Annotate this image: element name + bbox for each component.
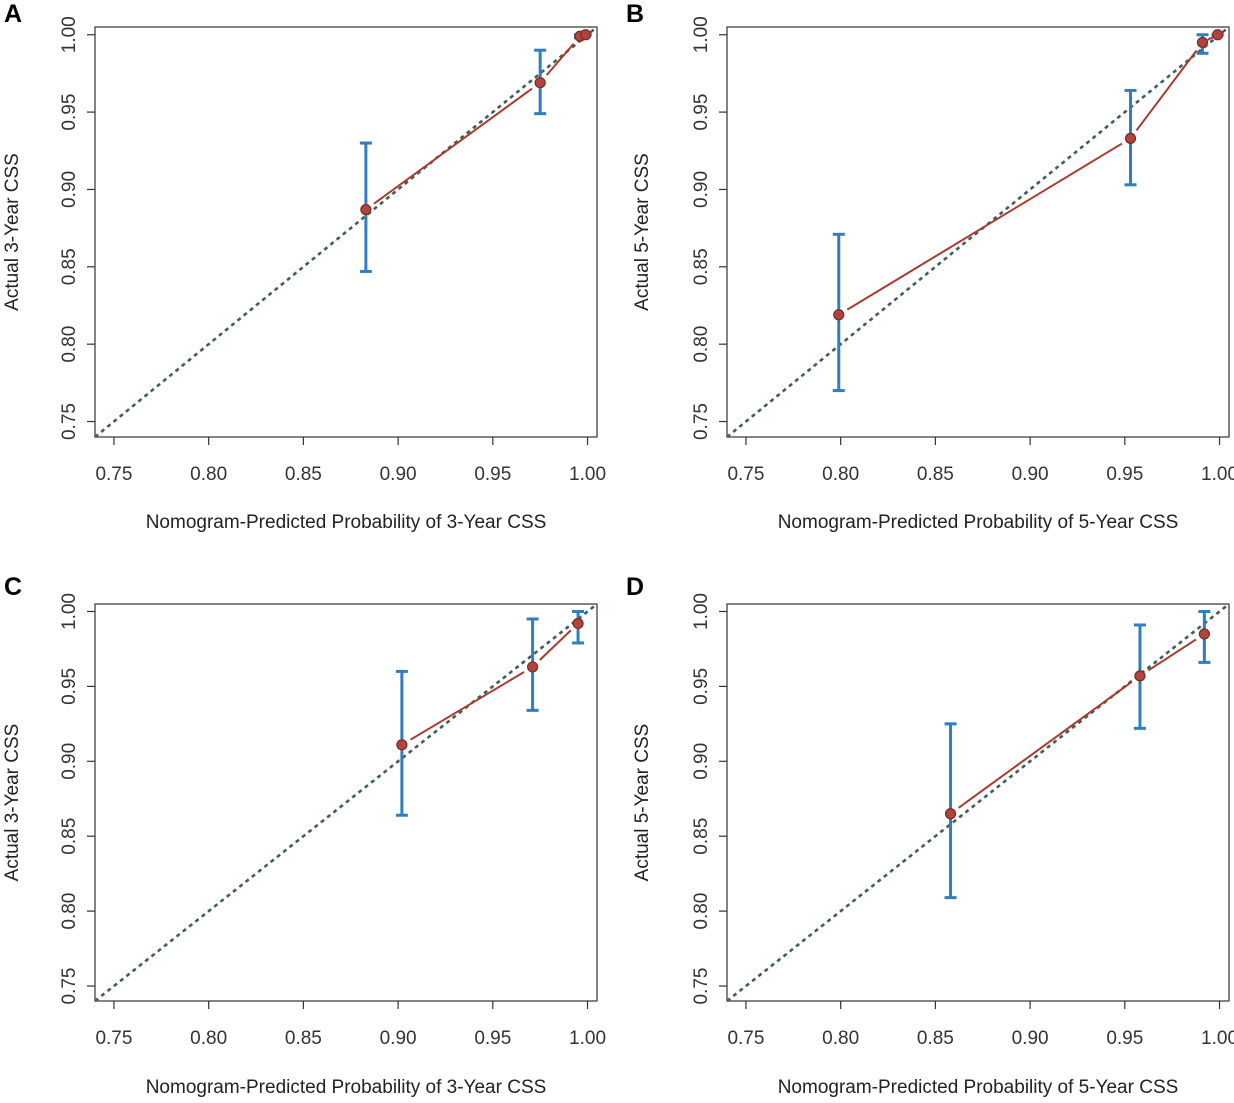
calibration-point [944, 808, 957, 820]
calibration-point [360, 203, 372, 216]
ideal-reference-line [726, 25, 1230, 439]
calibration-point [1198, 628, 1210, 640]
y-tick-label: 0.95 [59, 94, 80, 131]
calibration-line-segment [545, 43, 575, 76]
y-tick-label: 0.80 [691, 893, 712, 930]
y-tick-label: 0.85 [59, 248, 80, 285]
plot-frame [94, 26, 598, 438]
x-tick-label: 0.75 [95, 464, 132, 485]
calibration-line-segment [958, 680, 1133, 809]
y-tick-label: 0.85 [59, 818, 80, 855]
x-tick-label: 0.90 [380, 464, 417, 485]
x-axis-title: Nomogram-Predicted Probability of 5-Year… [778, 1077, 1179, 1098]
calibration-line-segment [409, 671, 525, 741]
x-tick-label: 0.95 [474, 1028, 511, 1049]
calibration-point [1134, 670, 1146, 682]
ideal-reference-line [94, 602, 598, 1003]
x-tick-label: 1.00 [1201, 464, 1234, 485]
y-axis-title: Actual 5-Year CSS [632, 724, 653, 882]
y-tick-label: 0.90 [59, 171, 80, 208]
calibration-point [1212, 29, 1224, 41]
y-tick-label: 0.75 [691, 403, 712, 440]
ideal-reference-line [726, 602, 1230, 1003]
x-tick-label: 1.00 [569, 1028, 606, 1049]
panel-d: D 0.75 0.80 0.85 0.90 0.95 1.00 0.75 0.80 0.85 0.9… [626, 573, 1234, 1098]
y-tick-label: 0.75 [59, 968, 80, 1005]
y-tick-label: 0.90 [691, 171, 712, 208]
calibration-point [396, 739, 408, 751]
y-tick-label: 0.95 [691, 668, 712, 705]
y-tick-label: 0.75 [59, 403, 80, 440]
y-axis-title: Actual 3-Year CSS [2, 724, 23, 882]
x-tick-label: 0.90 [1012, 1028, 1049, 1049]
x-tick-label: 0.95 [474, 464, 511, 485]
y-tick-label: 0.80 [59, 326, 80, 363]
x-tick-label: 0.80 [822, 464, 859, 485]
y-tick-label: 0.85 [691, 248, 712, 285]
calibration-line-segment [1135, 49, 1198, 131]
x-tick-label: 0.95 [1106, 1028, 1143, 1049]
calibration-line-segment [846, 142, 1123, 311]
calibration-point [526, 661, 539, 673]
panel-a: A 0.75 0.80 0.85 0.90 0.95 1.00 0.75 0.80 0.85 0.9… [2, 0, 606, 533]
y-tick-label: 0.80 [59, 893, 80, 930]
x-tick-label: 0.85 [917, 464, 954, 485]
y-tick-label: 1.00 [691, 16, 712, 53]
plot-frame [94, 603, 598, 1002]
panel-letter: B [626, 0, 644, 28]
panel-letter: A [4, 0, 22, 28]
panel-letter: C [4, 573, 22, 601]
calibration-point [572, 617, 584, 630]
x-tick-label: 0.95 [1106, 464, 1143, 485]
panel-letter: D [626, 573, 644, 601]
y-tick-label: 0.90 [691, 743, 712, 780]
y-tick-label: 0.95 [691, 94, 712, 131]
y-axis-title: Actual 5-Year CSS [632, 153, 653, 311]
y-tick-label: 1.00 [691, 593, 712, 630]
x-axis-title: Nomogram-Predicted Probability of 5-Year… [778, 512, 1179, 533]
x-tick-label: 0.85 [285, 464, 322, 485]
calibration-line-segment [1147, 638, 1197, 672]
y-tick-label: 0.90 [59, 743, 80, 780]
panel-b: B 0.75 0.80 0.85 0.90 0.95 1.00 0.75 0.80 0.85 0.9… [626, 0, 1234, 533]
x-tick-label: 0.75 [727, 464, 764, 485]
x-tick-label: 0.85 [917, 1028, 954, 1049]
x-tick-label: 1.00 [1201, 1028, 1234, 1049]
calibration-point [534, 77, 546, 89]
x-tick-label: 0.80 [190, 1028, 227, 1049]
y-tick-label: 1.00 [59, 593, 80, 630]
x-tick-label: 0.90 [380, 1028, 417, 1049]
x-tick-label: 0.75 [727, 1028, 764, 1049]
calibration-point [833, 309, 845, 321]
y-tick-label: 0.95 [59, 668, 80, 705]
calibration-point [1124, 132, 1137, 144]
panel-c: C 0.75 0.80 0.85 0.90 0.95 1.00 0.75 0.80 0.85 0.9… [2, 573, 606, 1098]
y-tick-label: 0.80 [691, 326, 712, 363]
x-axis-title: Nomogram-Predicted Probability of 3-Year… [146, 512, 547, 533]
calibration-point [1196, 36, 1209, 49]
y-tick-label: 0.85 [691, 818, 712, 855]
x-tick-label: 1.00 [569, 464, 606, 485]
plot-frame [726, 603, 1230, 1002]
y-tick-label: 1.00 [59, 16, 80, 53]
ideal-reference-line [94, 25, 598, 439]
calibration-point [580, 29, 592, 41]
x-tick-label: 0.75 [95, 1028, 132, 1049]
y-axis-title: Actual 3-Year CSS [2, 153, 23, 311]
x-tick-label: 0.85 [285, 1028, 322, 1049]
x-tick-label: 0.80 [190, 464, 227, 485]
x-tick-label: 0.90 [1012, 464, 1049, 485]
calibration-line-segment [1207, 36, 1214, 41]
y-tick-label: 0.75 [691, 968, 712, 1005]
calibration-line-segment [373, 87, 533, 205]
calibration-line-segment [539, 629, 572, 661]
x-tick-label: 0.80 [822, 1028, 859, 1049]
plot-frame [726, 26, 1230, 438]
x-axis-title: Nomogram-Predicted Probability of 3-Year… [146, 1077, 547, 1098]
